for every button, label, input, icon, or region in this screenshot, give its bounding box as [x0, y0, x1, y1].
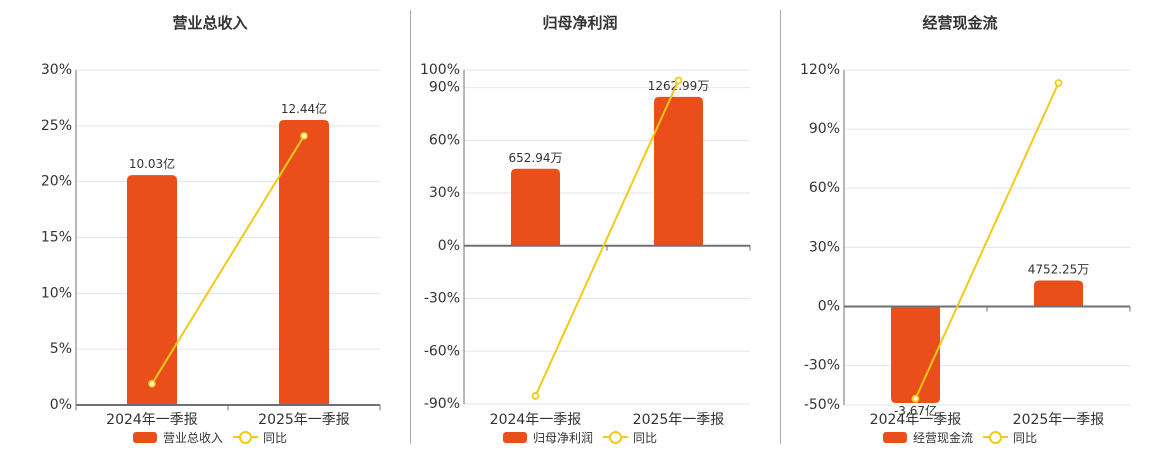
- chart-legend: 归母净利润 同比: [502, 429, 657, 446]
- legend-item-bar[interactable]: 经营现金流: [882, 429, 973, 446]
- bar-经营现金流[interactable]: [891, 306, 940, 403]
- chart-revenue: 0% 5% 10% 15% 20% 25% 30% 10.03亿 12.44亿 2024年一季报 2…: [41, 62, 381, 428]
- x-axis-category-label: 2024年一季报: [106, 412, 198, 428]
- bar-data-label: 12.44亿: [281, 101, 327, 116]
- yoy-data-point[interactable]: [911, 394, 920, 403]
- y-axis-tick-label: -30%: [804, 358, 840, 374]
- y-axis-tick-label: -30%: [424, 291, 460, 307]
- legend-label: 同比: [263, 430, 288, 445]
- y-axis-tick-label: 0%: [438, 238, 460, 254]
- yoy-data-point[interactable]: [531, 392, 540, 400]
- legend-label: 同比: [1013, 430, 1038, 445]
- legend-item-yoy[interactable]: 同比: [223, 429, 287, 446]
- panel-divider: [780, 10, 781, 444]
- y-axis-tick-label: -60%: [424, 343, 460, 359]
- x-axis-category-label: 2025年一季报: [633, 412, 725, 428]
- y-axis-tick-label: -90%: [424, 396, 460, 412]
- y-axis-tick-label: 25%: [41, 118, 72, 134]
- legend-label: 归母净利润: [532, 430, 593, 445]
- bar-swatch-icon: [502, 431, 527, 443]
- legend-label: 营业总收入: [162, 430, 223, 445]
- y-axis-tick-label: 15%: [41, 230, 72, 246]
- bar-营业总收入[interactable]: [279, 119, 329, 405]
- legend-item-yoy[interactable]: 同比: [973, 429, 1037, 446]
- line-circle-icon: [603, 430, 628, 444]
- y-axis-tick-label: 30%: [41, 62, 72, 78]
- y-axis-tick-label: 30%: [429, 185, 460, 201]
- y-axis-tick-label: 10%: [41, 285, 72, 301]
- yoy-line: [914, 82, 1060, 400]
- y-axis-tick-label: 0%: [50, 397, 72, 413]
- chart-legend: 经营现金流 同比: [882, 429, 1037, 446]
- y-axis-tick-label: -50%: [804, 397, 840, 413]
- legend-item-yoy[interactable]: 同比: [593, 429, 657, 446]
- chart-title: 归母净利润: [542, 14, 618, 32]
- bar-归母净利润[interactable]: [511, 168, 560, 246]
- bar-swatch-icon: [882, 431, 907, 443]
- bar-营业总收入[interactable]: [127, 175, 177, 405]
- chart-title: 营业总收入: [172, 14, 248, 32]
- yoy-line: [534, 80, 680, 397]
- bar-归母净利润[interactable]: [654, 96, 703, 246]
- y-axis-tick-label: 5%: [50, 341, 72, 357]
- yoy-data-point[interactable]: [148, 379, 156, 388]
- bar-经营现金流[interactable]: [1034, 280, 1083, 307]
- y-axis-tick-label: 120%: [800, 62, 840, 78]
- bar-data-label: 4752.25万: [1028, 262, 1090, 276]
- panel-divider: [410, 10, 411, 444]
- yoy-data-point[interactable]: [1054, 79, 1063, 87]
- chart-cash-flow: -50% -30% 0% 30% 60% 90% 120% -3.67亿 4752.25万 202…: [800, 62, 1131, 428]
- y-axis-tick-label: 20%: [41, 174, 72, 190]
- yoy-data-point[interactable]: [300, 131, 308, 140]
- x-axis-category-label: 2024年一季报: [490, 412, 582, 428]
- y-axis-tick-label: 90%: [809, 121, 840, 137]
- bar-data-label: 652.94万: [509, 151, 563, 165]
- y-axis-tick-label: 0%: [818, 298, 840, 314]
- bar-data-label: 1262.99万: [648, 79, 710, 93]
- chart-legend: 营业总收入 同比: [132, 429, 287, 446]
- legend-label: 同比: [633, 430, 658, 445]
- legend-label: 经营现金流: [912, 430, 973, 445]
- y-axis-tick-label: 60%: [809, 180, 840, 196]
- line-circle-icon: [233, 430, 258, 444]
- legend-item-bar[interactable]: 营业总收入: [132, 429, 223, 446]
- chart-net-profit: -90% -60% -30% 0% 30% 60% 90% 100% 652.94万 1262.9…: [420, 62, 751, 428]
- x-axis-category-label: 2024年一季报: [870, 412, 962, 428]
- x-axis-category-label: 2025年一季报: [1013, 412, 1105, 428]
- yoy-data-point[interactable]: [674, 76, 683, 85]
- bar-swatch-icon: [132, 431, 157, 443]
- y-axis-tick-label: 30%: [809, 239, 840, 255]
- y-axis-tick-label: 60%: [429, 132, 460, 148]
- line-circle-icon: [983, 430, 1008, 444]
- chart-title: 经营现金流: [922, 14, 998, 32]
- bar-data-label: -3.67亿: [894, 403, 937, 418]
- yoy-line: [151, 135, 305, 385]
- x-axis-category-label: 2025年一季报: [258, 412, 350, 428]
- y-axis-tick-label: 100%: [420, 62, 460, 78]
- y-axis-tick-label: 90%: [429, 80, 460, 96]
- legend-item-bar[interactable]: 归母净利润: [502, 429, 593, 446]
- bar-data-label: 10.03亿: [129, 156, 175, 171]
